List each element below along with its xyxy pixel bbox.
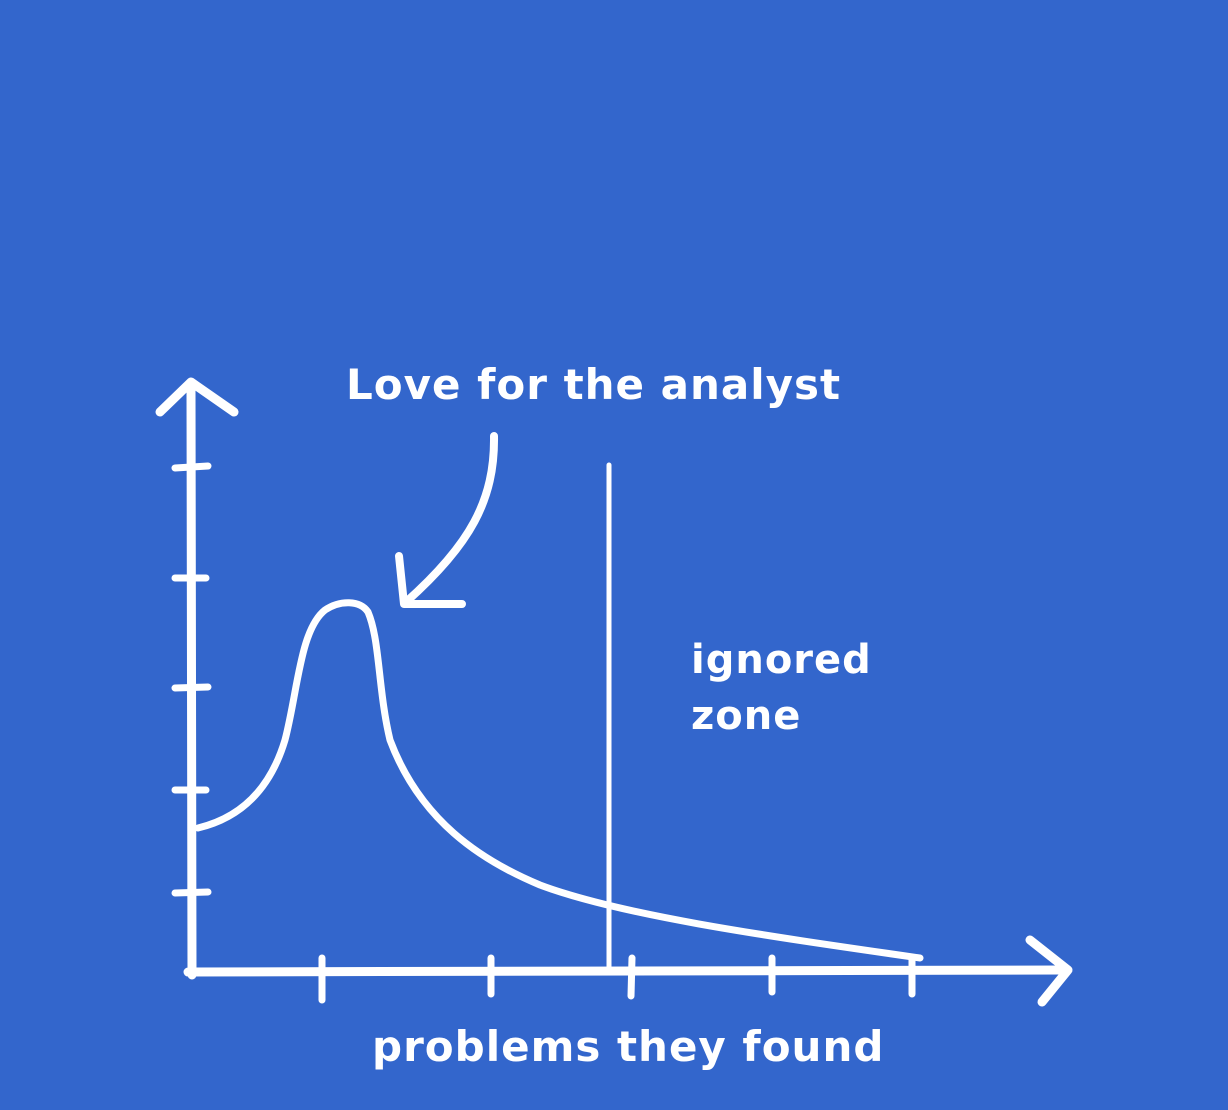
annotation-label: Love for the analyst bbox=[346, 360, 842, 409]
ignored-zone-line1: ignored bbox=[691, 637, 872, 683]
y-tick-1 bbox=[171, 462, 212, 472]
y-tick-5 bbox=[171, 888, 212, 897]
x-tick-3 bbox=[627, 954, 636, 1000]
ignored-zone-line2: zone bbox=[691, 693, 802, 739]
x-axis-arrowhead bbox=[1025, 935, 1073, 1007]
pointer-arrow bbox=[402, 432, 499, 606]
x-axis-label: problems they found bbox=[372, 1022, 885, 1071]
love-curve bbox=[194, 599, 924, 962]
y-axis bbox=[186, 383, 197, 980]
ignored-zone-label: ignored zone bbox=[691, 632, 891, 744]
y-tick-3 bbox=[171, 683, 212, 692]
y-axis-arrowhead bbox=[155, 377, 239, 417]
pointer-arrowhead bbox=[395, 552, 466, 608]
x-axis bbox=[183, 965, 1070, 977]
